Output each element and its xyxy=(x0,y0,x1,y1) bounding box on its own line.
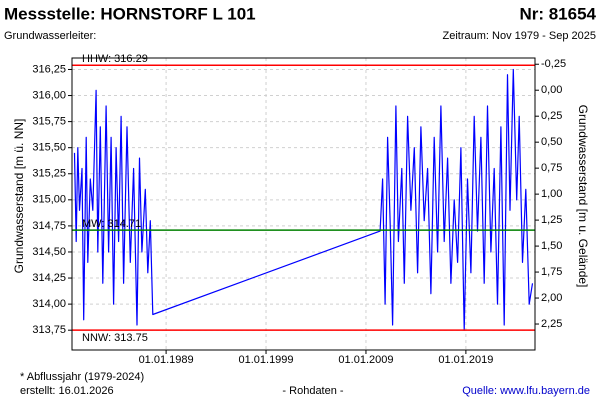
y-tick-label: 314,50 xyxy=(32,246,66,258)
y2-tick-label: -0,25 xyxy=(541,58,566,70)
y-tick-label: 315,50 xyxy=(32,142,66,154)
data-note: - Rohdaten - xyxy=(282,385,343,397)
x-tick-label: 01.01.1989 xyxy=(139,354,194,366)
station-number: Nr: 81654 xyxy=(519,4,596,23)
x-tick-label: 01.01.2019 xyxy=(438,354,493,366)
aquifer: Grundwasserleiter: xyxy=(4,30,96,42)
y-tick-label: 316,25 xyxy=(32,63,66,75)
reference-label: HHW: 316.29 xyxy=(82,53,148,65)
y2-tick-label: 1,00 xyxy=(541,188,562,200)
reference-label: NNW: 313.75 xyxy=(82,332,148,344)
reference-label: MW: 314.71 xyxy=(82,218,141,230)
y2-tick-label: 0,50 xyxy=(541,136,562,148)
y2-tick-label: 0,00 xyxy=(541,84,562,96)
y2-axis-title: Grundwasserstand [m u. Gelände] xyxy=(576,105,590,288)
y-tick-label: 316,00 xyxy=(32,89,66,101)
created: erstellt: 16.01.2026 xyxy=(20,385,114,397)
y2-tick-label: 2,25 xyxy=(541,318,562,330)
data-line xyxy=(73,68,534,331)
y-tick-label: 314,75 xyxy=(32,220,66,232)
y2-tick-label: 1,25 xyxy=(541,214,562,226)
period: Zeitraum: Nov 1979 - Sep 2025 xyxy=(443,30,596,42)
y-tick-label: 314,00 xyxy=(32,298,66,310)
source-link[interactable]: Quelle: www.lfu.bayern.de xyxy=(462,385,590,397)
plot-frame xyxy=(71,57,536,351)
y2-tick-label: 1,75 xyxy=(541,266,562,278)
x-tick-label: 01.01.1999 xyxy=(238,354,293,366)
chart-title: Messstelle: HORNSTORF L 101 xyxy=(4,4,256,23)
y2-tick-label: 0,25 xyxy=(541,110,562,122)
y2-tick-label: 0,75 xyxy=(541,162,562,174)
x-tick-label: 01.01.2009 xyxy=(338,354,393,366)
y-tick-label: 315,75 xyxy=(32,116,66,128)
y-axis-title: Grundwasserstand [m ü. NN] xyxy=(12,119,26,274)
y-tick-label: 315,25 xyxy=(32,168,66,180)
y2-tick-label: 1,50 xyxy=(541,240,562,252)
y-tick-label: 313,75 xyxy=(32,324,66,336)
y-tick-label: 314,25 xyxy=(32,272,66,284)
y2-tick-label: 2,00 xyxy=(541,292,562,304)
footnote: * Abflussjahr (1979-2024) xyxy=(20,371,144,383)
y-tick-label: 315,00 xyxy=(32,194,66,206)
